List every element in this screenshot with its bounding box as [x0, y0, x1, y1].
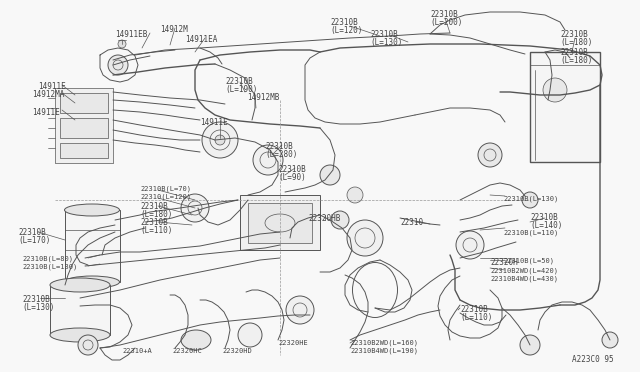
Text: (L=180): (L=180) [560, 56, 593, 65]
Text: 22310B(L=80): 22310B(L=80) [22, 255, 73, 262]
Text: 22310B: 22310B [560, 48, 588, 57]
Bar [248, 203, 312, 243]
Text: 22310B4WD(L=190): 22310B4WD(L=190) [350, 348, 418, 355]
Ellipse shape [65, 204, 120, 216]
Text: (L=110): (L=110) [460, 313, 492, 322]
Text: 14911E: 14911E [38, 82, 66, 91]
Text: (L=170): (L=170) [18, 236, 51, 245]
Text: 22310(L=120): 22310(L=120) [140, 194, 191, 201]
Circle shape [238, 323, 262, 347]
Circle shape [331, 211, 349, 229]
Circle shape [347, 187, 363, 203]
Text: 22310B(L=110): 22310B(L=110) [503, 230, 558, 237]
Circle shape [456, 231, 484, 259]
Text: 22310B: 22310B [265, 142, 292, 151]
Text: 22320H: 22320H [490, 258, 518, 267]
Text: (L=190): (L=190) [225, 85, 257, 94]
Text: (L=140): (L=140) [530, 221, 563, 230]
Text: A223C0 95: A223C0 95 [572, 355, 614, 364]
Text: 22310B: 22310B [22, 295, 50, 304]
Circle shape [181, 194, 209, 222]
Text: (L=120): (L=120) [330, 26, 362, 35]
Circle shape [347, 220, 383, 256]
Text: 22310B(L=50): 22310B(L=50) [503, 258, 554, 264]
Ellipse shape [181, 330, 211, 350]
Bar [55, 88, 113, 163]
Bar [240, 195, 320, 250]
Bar [60, 93, 108, 113]
Bar [60, 143, 108, 158]
Circle shape [78, 335, 98, 355]
Circle shape [286, 296, 314, 324]
Text: (L=280): (L=280) [265, 150, 298, 159]
Text: 22310B: 22310B [18, 228, 45, 237]
Text: 14912MA: 14912MA [32, 90, 65, 99]
Text: 22320HC: 22320HC [172, 348, 202, 354]
Text: 22310+A: 22310+A [122, 348, 152, 354]
Circle shape [253, 145, 283, 175]
Bar [530, 52, 600, 162]
Text: 22310B(L=130): 22310B(L=130) [22, 263, 77, 269]
Text: 22310B2WD(L=420): 22310B2WD(L=420) [490, 268, 558, 275]
Text: 22310B(L=70): 22310B(L=70) [140, 186, 191, 192]
Circle shape [215, 135, 225, 145]
Text: 22310B(L=130): 22310B(L=130) [503, 196, 558, 202]
Circle shape [522, 192, 538, 208]
Text: 22310B: 22310B [140, 218, 168, 227]
Text: 22310B: 22310B [430, 10, 458, 19]
Text: (L=90): (L=90) [278, 173, 306, 182]
Bar [55, 88, 113, 163]
Circle shape [602, 332, 618, 348]
Text: 14911E: 14911E [200, 118, 228, 127]
Circle shape [543, 78, 567, 102]
Text: 22310B: 22310B [140, 202, 168, 211]
Circle shape [202, 122, 238, 158]
Text: 22310B: 22310B [530, 213, 557, 222]
Text: 14911E: 14911E [32, 108, 60, 117]
Bar [50, 285, 110, 335]
Text: 22320HD: 22320HD [222, 348, 252, 354]
Ellipse shape [50, 278, 110, 292]
Circle shape [320, 165, 340, 185]
Bar [65, 210, 120, 282]
Text: 22310B2WD(L=160): 22310B2WD(L=160) [350, 340, 418, 346]
Text: 22310B: 22310B [330, 18, 358, 27]
Text: (L=200): (L=200) [430, 18, 462, 27]
Ellipse shape [50, 328, 110, 342]
Text: (L=130): (L=130) [370, 38, 403, 47]
Bar [60, 118, 108, 138]
Text: 22310B: 22310B [460, 305, 488, 314]
Text: 22320HB: 22320HB [308, 214, 340, 223]
Text: (L=180): (L=180) [560, 38, 593, 47]
Text: 22310: 22310 [400, 218, 423, 227]
Text: 22320HE: 22320HE [278, 340, 308, 346]
Text: 22310B: 22310B [225, 77, 253, 86]
Text: 14911EA: 14911EA [185, 35, 218, 44]
Text: 22310B: 22310B [560, 30, 588, 39]
Text: 14912M: 14912M [160, 25, 188, 34]
Text: 22310B4WD(L=430): 22310B4WD(L=430) [490, 276, 558, 282]
Text: 14911EB: 14911EB [115, 30, 147, 39]
Text: (L=180): (L=180) [140, 210, 172, 219]
Text: 14912MB: 14912MB [247, 93, 280, 102]
Text: 22310B: 22310B [370, 30, 397, 39]
Text: (L=130): (L=130) [22, 303, 54, 312]
Circle shape [108, 55, 128, 75]
Ellipse shape [65, 276, 120, 288]
Circle shape [520, 335, 540, 355]
Circle shape [478, 143, 502, 167]
Text: (L=110): (L=110) [140, 226, 172, 235]
Circle shape [118, 40, 126, 48]
Text: 22310B: 22310B [278, 165, 306, 174]
